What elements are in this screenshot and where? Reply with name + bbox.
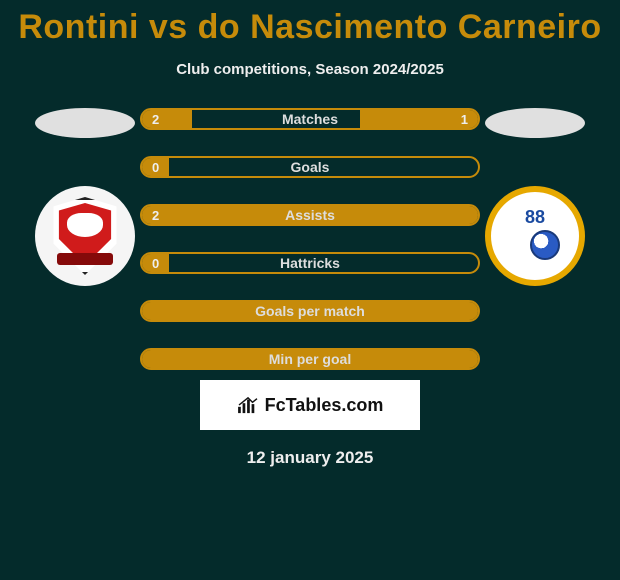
stat-row-goals: 0 Goals — [140, 156, 480, 178]
stat-val-right: 1 — [461, 112, 468, 127]
page-title: Rontini vs do Nascimento Carneiro — [0, 0, 620, 47]
stat-label: Goals per match — [142, 303, 478, 319]
badge-number: 88 — [525, 207, 545, 228]
right-column: 88 — [480, 108, 590, 286]
stat-label: Hattricks — [142, 255, 478, 271]
club-badge-left — [35, 186, 135, 286]
stat-row-goals-per-match: Goals per match — [140, 300, 480, 322]
stat-row-min-per-goal: Min per goal — [140, 348, 480, 370]
soccer-ball-icon — [530, 230, 560, 260]
stats-area: 2 Matches 1 0 Goals 2 Assists 0 Hattrick… — [0, 108, 620, 370]
subtitle: Club competitions, Season 2024/2025 — [0, 61, 620, 78]
stat-label: Assists — [142, 207, 478, 223]
stat-row-assists: 2 Assists — [140, 204, 480, 226]
date-line: 12 january 2025 — [0, 448, 620, 468]
stat-label: Min per goal — [142, 351, 478, 367]
stat-row-hattricks: 0 Hattricks — [140, 252, 480, 274]
chart-icon — [237, 396, 259, 414]
fctables-label: FcTables.com — [265, 395, 384, 416]
shield-icon — [50, 197, 120, 275]
left-column — [30, 108, 140, 286]
fctables-banner[interactable]: FcTables.com — [200, 380, 420, 430]
stat-rows: 2 Matches 1 0 Goals 2 Assists 0 Hattrick… — [140, 108, 480, 370]
player-left-oval — [35, 108, 135, 138]
stat-row-matches: 2 Matches 1 — [140, 108, 480, 130]
stat-label: Matches — [142, 111, 478, 127]
player-right-oval — [485, 108, 585, 138]
stat-label: Goals — [142, 159, 478, 175]
club-badge-right: 88 — [485, 186, 585, 286]
